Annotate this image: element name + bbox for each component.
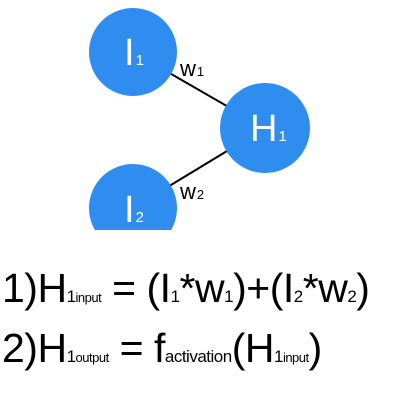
close-paren: ) xyxy=(356,265,370,311)
term2-weight: w xyxy=(318,265,348,311)
open-paren: ( xyxy=(231,325,246,371)
term2-subscript: 2 xyxy=(293,287,303,306)
node-h1 xyxy=(220,83,310,173)
function-subscript: activation xyxy=(164,347,232,366)
term1-weight-subscript: 1 xyxy=(224,287,234,306)
node-i2-label: I2 xyxy=(124,189,144,230)
equation-hidden-output: 2)H1output = factivation(H1input) xyxy=(2,328,322,369)
node-i1-label: I1 xyxy=(124,32,144,74)
argument-subscript-digit: 1 xyxy=(273,347,283,366)
close-paren: ) xyxy=(308,325,323,371)
weight-w2-label: w2 xyxy=(179,179,204,204)
function-letter: f xyxy=(153,325,165,371)
neural-network-diagram: I1 H1 I2 w1 w2 xyxy=(89,8,310,230)
node-i1 xyxy=(89,8,177,96)
equation-lhs-letter: H xyxy=(37,265,67,311)
open-paren: ( xyxy=(146,265,161,311)
term1-subscript: 1 xyxy=(170,287,180,306)
weight-w1-label: w1 xyxy=(179,56,204,81)
equation-lhs-subscript-digit: 1 xyxy=(66,347,76,366)
plus-sign: + xyxy=(246,265,270,311)
term1-weight: w xyxy=(195,265,225,311)
term2-weight-subscript: 2 xyxy=(347,287,357,306)
multiply-sign: * xyxy=(302,265,319,311)
equation-lhs-letter: H xyxy=(37,325,67,371)
equals-sign: = xyxy=(112,265,136,311)
equation-lhs-subscript-word: input xyxy=(75,290,102,305)
node-i2 xyxy=(89,164,177,230)
node-h1-label: H1 xyxy=(250,108,287,150)
argument-subscript-word: input xyxy=(282,350,309,365)
equation-lhs-subscript-word: output xyxy=(75,350,110,365)
equation-lhs-subscript-digit: 1 xyxy=(66,287,76,306)
multiply-sign: * xyxy=(179,265,196,311)
equation-number: 1) xyxy=(2,265,38,311)
open-paren: ( xyxy=(269,265,284,311)
term2-letter: I xyxy=(282,265,294,311)
equation-number: 2) xyxy=(2,325,38,371)
equation-hidden-input: 1)H1input = (I1*w1)+(I2*w2) xyxy=(2,265,370,311)
close-paren: ) xyxy=(233,265,247,311)
term1-letter: I xyxy=(159,265,171,311)
equals-sign: = xyxy=(119,325,144,371)
argument-letter: H xyxy=(244,325,275,371)
